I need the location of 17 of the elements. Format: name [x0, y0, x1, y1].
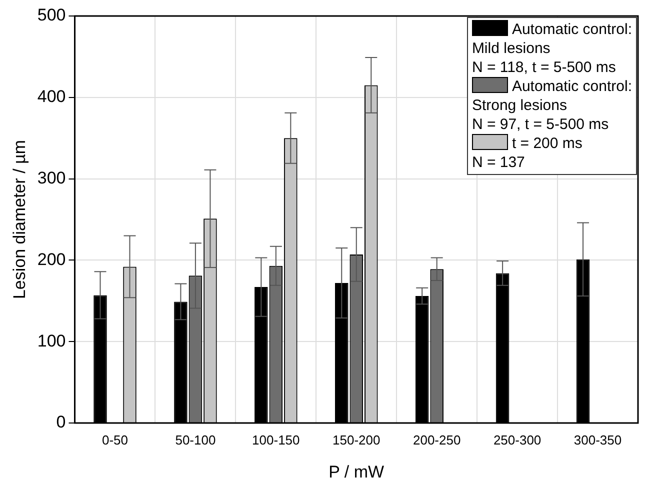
y-tick-label: 500	[37, 6, 66, 25]
y-axis-title: Lesion diameter / µm	[10, 140, 29, 300]
x-tick-label: 100-150	[252, 432, 300, 448]
y-tick-label: 100	[37, 331, 66, 350]
x-tick-label: 0-50	[102, 432, 128, 448]
x-axis-title: P / mW	[328, 462, 384, 482]
y-tick-label: 200	[37, 250, 66, 269]
x-tick-label: 150-200	[332, 432, 380, 448]
x-tick-label: 50-100	[175, 432, 216, 448]
legend-label: t = 200 ms N = 137	[472, 134, 584, 172]
x-tick-label: 250-300	[493, 432, 542, 448]
legend-label: Automatic control: Mild lesions N = 118, t = 5-500 ms	[472, 20, 632, 77]
y-tick-label: 0	[56, 412, 66, 432]
x-tick-label: 300-350	[574, 432, 622, 448]
y-tick-label: 400	[37, 87, 66, 106]
y-tick-label: 300	[37, 168, 66, 188]
x-tick-label: 200-250	[412, 432, 461, 448]
